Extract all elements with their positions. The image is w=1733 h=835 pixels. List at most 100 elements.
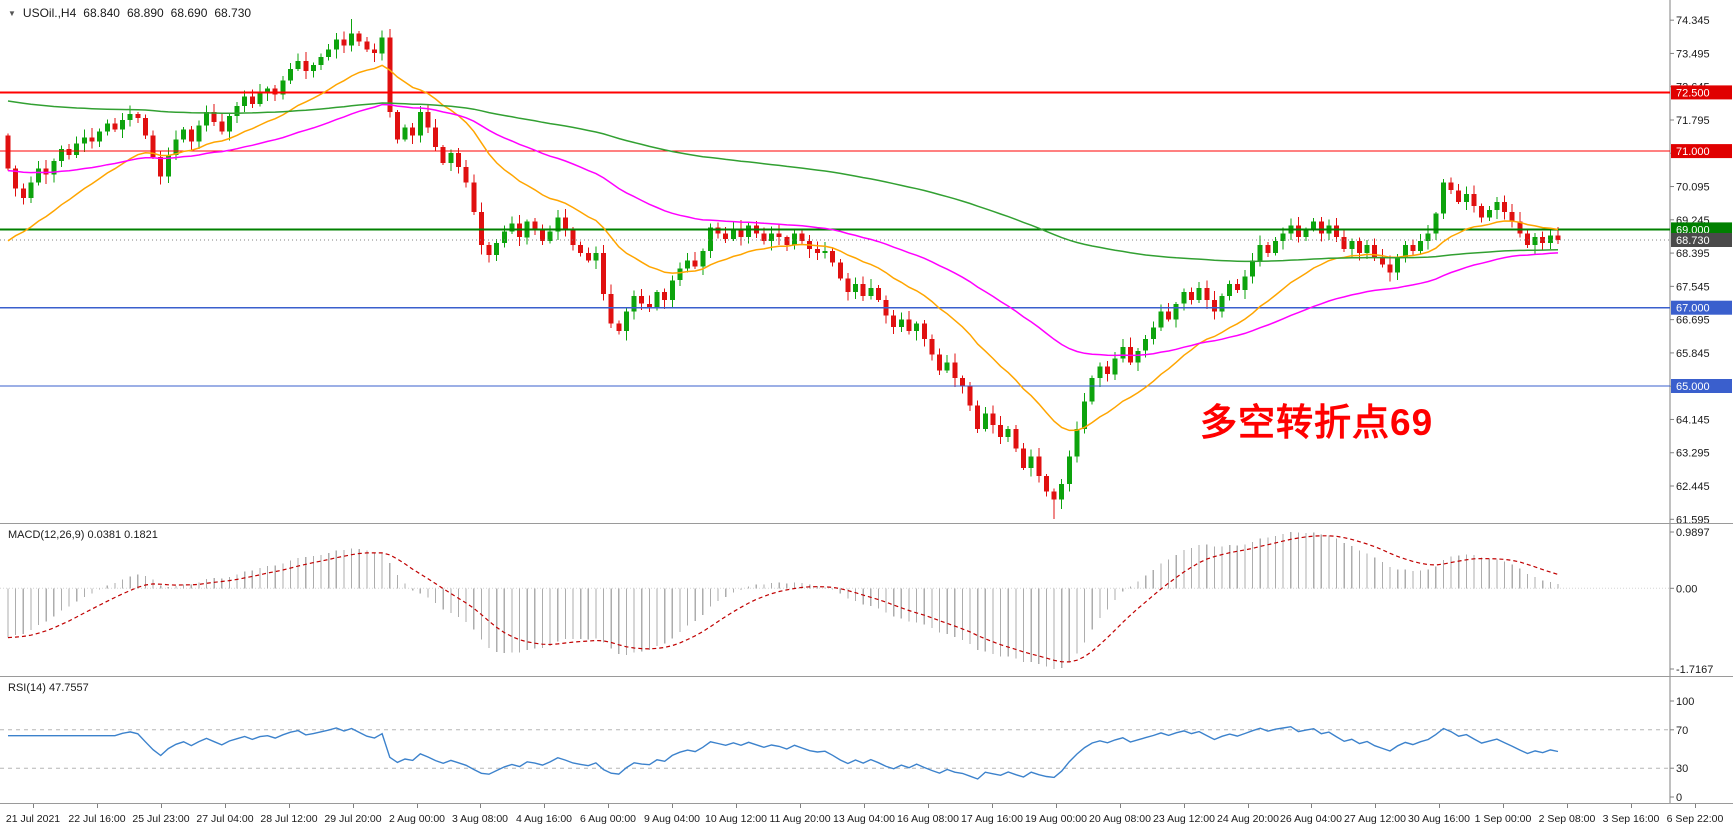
time-axis-tick xyxy=(353,804,354,808)
main-chart-panel[interactable]: 74.34573.49572.64571.79570.94570.09569.2… xyxy=(0,0,1733,523)
time-axis-tick xyxy=(736,804,737,808)
rsi-indicator-panel[interactable]: 100 70 30 0 RSI(14) 47.7557 xyxy=(0,676,1733,804)
time-axis-tick xyxy=(1056,804,1057,808)
horizontal-price-lines[interactable] xyxy=(0,91,1670,387)
ohlc-close-value: 68.730 xyxy=(214,6,252,20)
time-axis-label: 27 Jul 04:00 xyxy=(196,813,254,825)
svg-text:73.495: 73.495 xyxy=(1676,48,1710,60)
time-axis-tick xyxy=(1120,804,1121,808)
time-axis-tick xyxy=(1503,804,1504,808)
time-axis-label: 10 Aug 12:00 xyxy=(705,813,767,825)
time-axis-tick xyxy=(1695,804,1696,808)
svg-text:67.545: 67.545 xyxy=(1676,281,1710,293)
time-axis-label: 25 Jul 23:00 xyxy=(132,813,190,825)
moving-averages-group xyxy=(7,64,1559,432)
svg-text:71.000: 71.000 xyxy=(1676,146,1710,158)
candles-group xyxy=(5,19,1561,520)
time-axis-label: 6 Sep 22:00 xyxy=(1666,813,1724,825)
svg-text:0: 0 xyxy=(1676,792,1682,804)
time-axis-label: 1 Sep 00:00 xyxy=(1474,813,1532,825)
rsi-label: RSI(14) 47.7557 xyxy=(8,682,89,694)
svg-text:-1.7167: -1.7167 xyxy=(1676,664,1713,676)
symbol-dropdown-icon[interactable]: ▼ xyxy=(8,8,16,18)
svg-text:0.00: 0.00 xyxy=(1676,583,1697,595)
time-axis-tick xyxy=(544,804,545,808)
time-axis-label: 13 Aug 04:00 xyxy=(833,813,895,825)
time-axis-tick xyxy=(480,804,481,808)
time-axis-tick xyxy=(992,804,993,808)
time-axis-label: 4 Aug 16:00 xyxy=(515,813,573,825)
ohlc-open-value: 68.840 xyxy=(83,6,120,20)
svg-text:100: 100 xyxy=(1676,696,1694,708)
time-axis-label: 26 Aug 04:00 xyxy=(1280,813,1342,825)
ohlc-low-value: 68.690 xyxy=(170,6,208,20)
time-axis-tick xyxy=(672,804,673,808)
time-axis-tick xyxy=(97,804,98,808)
time-axis-label: 11 Aug 20:00 xyxy=(769,813,831,825)
time-axis-tick xyxy=(1567,804,1568,808)
svg-text:65.000: 65.000 xyxy=(1676,381,1710,393)
time-axis-tick xyxy=(289,804,290,808)
ohlc-high-value: 68.890 xyxy=(126,6,164,20)
time-axis-label: 3 Aug 08:00 xyxy=(451,813,509,825)
time-axis-label: 2 Sep 08:00 xyxy=(1538,813,1596,825)
time-axis-label: 17 Aug 16:00 xyxy=(961,813,1023,825)
time-axis-tick xyxy=(417,804,418,808)
macd-signal-line xyxy=(7,535,1559,663)
svg-text:62.445: 62.445 xyxy=(1676,481,1710,493)
time-axis-label: 16 Aug 08:00 xyxy=(897,813,959,825)
chart-title-overlay: ▼ USOil.,H4 68.840 68.890 68.690 68.730 xyxy=(8,6,251,20)
macd-histogram xyxy=(7,532,1559,669)
macd-chart: 0.9897 0.00 -1.7167 xyxy=(0,524,1713,677)
time-axis-tick xyxy=(1439,804,1440,808)
rsi-chart: 100 70 30 0 xyxy=(0,677,1694,804)
time-axis[interactable]: 21 Jul 2021 22 Jul 16:00 25 Jul 23:00 27 Ju… xyxy=(0,803,1733,835)
svg-text:72.500: 72.500 xyxy=(1676,87,1710,99)
svg-text:64.145: 64.145 xyxy=(1676,414,1710,426)
svg-text:61.595: 61.595 xyxy=(1676,514,1710,523)
time-axis-label: 3 Sep 16:00 xyxy=(1602,813,1660,825)
time-axis-tick xyxy=(608,804,609,808)
time-axis-label: 22 Jul 16:00 xyxy=(68,813,126,825)
time-axis-label: 28 Jul 12:00 xyxy=(260,813,318,825)
time-axis-tick xyxy=(33,804,34,808)
time-axis-tick xyxy=(800,804,801,808)
time-axis-tick xyxy=(161,804,162,808)
time-axis-tick xyxy=(1375,804,1376,808)
svg-text:70: 70 xyxy=(1676,725,1688,737)
candlestick-chart: 74.34573.49572.64571.79570.94570.09569.2… xyxy=(0,0,1732,523)
time-axis-label: 9 Aug 04:00 xyxy=(643,813,701,825)
time-axis-label: 20 Aug 08:00 xyxy=(1089,813,1151,825)
time-axis-label: 19 Aug 00:00 xyxy=(1025,813,1087,825)
svg-text:0.9897: 0.9897 xyxy=(1676,527,1710,539)
macd-indicator-panel[interactable]: 0.9897 0.00 -1.7167 MACD(12,26,9) 0.0381 0… xyxy=(0,523,1733,677)
svg-text:30: 30 xyxy=(1676,763,1688,775)
time-axis-label: 27 Aug 12:00 xyxy=(1344,813,1406,825)
svg-text:66.695: 66.695 xyxy=(1676,315,1710,327)
time-axis-tick xyxy=(1311,804,1312,808)
time-axis-tick xyxy=(864,804,865,808)
time-axis-label: 6 Aug 00:00 xyxy=(579,813,637,825)
time-axis-label: 2 Aug 00:00 xyxy=(388,813,446,825)
svg-text:68.395: 68.395 xyxy=(1676,248,1710,260)
time-axis-tick xyxy=(1631,804,1632,808)
time-axis-label: 21 Jul 2021 xyxy=(5,813,61,825)
time-axis-label: 29 Jul 20:00 xyxy=(324,813,382,825)
time-axis-tick xyxy=(928,804,929,808)
svg-text:65.845: 65.845 xyxy=(1676,348,1710,360)
svg-text:63.295: 63.295 xyxy=(1676,448,1710,460)
time-axis-label: 30 Aug 16:00 xyxy=(1408,813,1470,825)
annotation-text: 多空转折点69 xyxy=(1200,402,1434,443)
macd-label: MACD(12,26,9) 0.0381 0.1821 xyxy=(8,529,158,541)
time-axis-label: 23 Aug 12:00 xyxy=(1153,813,1215,825)
time-axis-tick xyxy=(1184,804,1185,808)
symbol-timeframe-label: USOil.,H4 xyxy=(22,6,77,20)
svg-text:70.095: 70.095 xyxy=(1676,182,1710,194)
rsi-level-lines xyxy=(0,729,1670,769)
svg-text:67.000: 67.000 xyxy=(1676,303,1710,315)
time-axis-tick xyxy=(225,804,226,808)
time-axis-tick xyxy=(1248,804,1249,808)
svg-text:71.795: 71.795 xyxy=(1676,115,1710,127)
svg-text:74.345: 74.345 xyxy=(1676,15,1710,27)
